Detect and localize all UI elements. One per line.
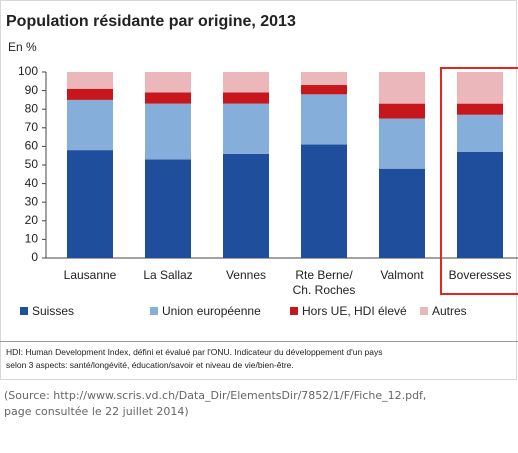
x-tick-label: Vennes — [225, 268, 267, 282]
bar-segment — [223, 103, 269, 154]
note-divider — [0, 341, 518, 342]
note: HDI: Human Development Index, défini et … — [6, 346, 518, 372]
bar-segment — [301, 72, 347, 86]
bar-segment — [379, 103, 425, 119]
legend-swatch — [420, 307, 428, 315]
legend-swatch — [150, 307, 158, 315]
chart-title: Population résidante par origine, 2013 — [6, 13, 296, 30]
bar-segment — [457, 114, 503, 152]
legend-label: Suisses — [32, 304, 74, 318]
y-tick-label: 0 — [31, 250, 38, 264]
y-tick-label: 80 — [25, 101, 39, 115]
bar-segment — [67, 99, 113, 151]
legend-swatch — [290, 307, 298, 315]
chart-frame — [0, 0, 517, 380]
y-tick-label: 100 — [18, 64, 38, 78]
y-tick-label: 50 — [25, 157, 39, 171]
bar-segment — [301, 144, 347, 258]
bar-segment — [301, 94, 347, 145]
y-tick-label: 90 — [25, 83, 39, 97]
bar-segment — [301, 85, 347, 95]
bar-segment — [67, 88, 113, 100]
bar-segment — [379, 72, 425, 104]
bar-segment — [145, 159, 191, 258]
bar-segment — [223, 92, 269, 104]
chart: Population résidante par origine, 2013 E… — [6, 13, 518, 318]
note-line: selon 3 aspects: santé/longévité, éducat… — [6, 360, 294, 370]
bar-segment — [457, 103, 503, 115]
bar-segment — [145, 92, 191, 104]
y-tick-label: 20 — [25, 213, 39, 227]
bar-segment — [67, 72, 113, 89]
note-line: HDI: Human Development Index, défini et … — [6, 347, 383, 357]
source: (Source: http://www.scris.vd.ch/Data_Dir… — [4, 389, 427, 418]
x-tick-label: Rte Berne/ Ch. Roches — [292, 268, 356, 297]
y-tick-label: 10 — [25, 232, 39, 246]
bar-segment — [223, 153, 269, 258]
y-tick-label: 30 — [25, 194, 39, 208]
y-tick-label: 60 — [25, 139, 39, 153]
x-tick-label: Boveresses — [448, 268, 512, 282]
legend-swatch — [20, 307, 28, 315]
bar-segment — [145, 72, 191, 93]
bar-segment — [457, 151, 503, 258]
bar-segment — [145, 103, 191, 160]
bar-segment — [67, 150, 113, 258]
legend-label: Autres — [432, 304, 467, 318]
legend-label: Hors UE, HDI élevé — [302, 304, 407, 318]
bar-segment — [379, 118, 425, 169]
bar-segment — [223, 72, 269, 93]
y-tick-label: 70 — [25, 120, 39, 134]
bar-segment — [379, 168, 425, 258]
x-tick-label: Lausanne — [63, 268, 117, 282]
y-axis-label: En % — [8, 40, 37, 54]
y-tick-label: 40 — [25, 176, 39, 190]
highlight-box — [440, 67, 518, 295]
legend-label: Union européenne — [162, 304, 261, 318]
x-tick-label: La Sallaz — [143, 268, 193, 282]
x-tick-label: Valmont — [380, 268, 424, 282]
bar-segment — [457, 72, 503, 104]
